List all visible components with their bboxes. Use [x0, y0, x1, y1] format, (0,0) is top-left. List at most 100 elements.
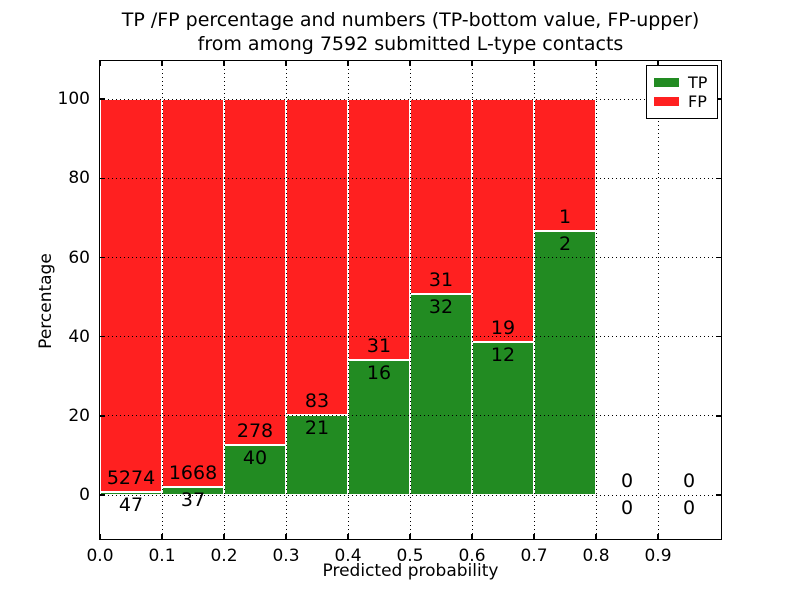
bar-label-fp-5: 31 [428, 268, 454, 291]
y-tick-label-20: 20 [68, 405, 90, 426]
bar-label-fp-6: 19 [490, 316, 516, 339]
x-tick-label-0.1: 0.1 [148, 546, 176, 566]
x-tick-bottom-0.7 [533, 534, 535, 539]
y-tick-label-80: 80 [68, 168, 90, 189]
y-tick-label-60: 60 [68, 247, 90, 268]
gridline-x-0.2 [223, 61, 225, 539]
x-tick-top-0.9 [657, 61, 659, 66]
x-tick-bottom-0.2 [223, 534, 225, 539]
bar-label-tp-1: 37 [180, 488, 206, 511]
y-tick-left-100 [100, 98, 105, 100]
x-tick-top-0.7 [533, 61, 535, 66]
y-tick-left-40 [100, 335, 105, 338]
bar-tp-2 [224, 445, 286, 496]
bar-label-fp-2: 278 [236, 420, 274, 443]
chart-title: TP /FP percentage and numbers (TP-bottom… [110, 8, 711, 56]
x-tick-label-0.6: 0.6 [458, 546, 486, 566]
x-tick-label-0.3: 0.3 [272, 546, 300, 566]
legend-item-fp: FP [654, 93, 707, 110]
y-tick-right-40 [716, 335, 721, 338]
bar-label-tp-7: 2 [558, 233, 572, 256]
bar-label-tp-5: 32 [428, 295, 454, 318]
x-tick-top-0.2 [223, 61, 225, 66]
bar-fp-5 [410, 99, 472, 294]
x-tick-top-0.0 [99, 61, 101, 66]
x-tick-top-0.6 [471, 61, 473, 66]
bar-label-fp-8: 0 [620, 470, 634, 493]
x-tick-label-0.0: 0.0 [86, 546, 114, 566]
bar-label-tp-6: 12 [490, 343, 516, 366]
gridline-x-0.4 [347, 61, 349, 539]
x-tick-bottom-0.4 [347, 534, 349, 539]
bar-fp-6 [472, 99, 534, 342]
plot-area: 5274 47 1668 37 278 40 83 21 31 16 31 32 19 12 1 2 0 0 0 0 0… [58, 60, 722, 566]
y-tick-right-60 [716, 256, 721, 259]
bar-label-tp-8: 0 [620, 497, 634, 520]
y-tick-right-0 [716, 494, 721, 496]
x-tick-bottom-0.1 [161, 534, 163, 539]
y-tick-right-100 [716, 98, 721, 100]
bar-tp-7 [534, 231, 596, 496]
bar-label-fp-1: 1668 [168, 461, 218, 484]
legend-label-fp: FP [688, 91, 707, 111]
gridline-y-80 [100, 177, 721, 179]
bar-label-fp-9: 0 [682, 470, 696, 493]
x-tick-top-0.4 [347, 61, 349, 66]
gridline-y-0 [100, 494, 721, 496]
x-tick-bottom-0.5 [409, 534, 411, 539]
bar-fp-4 [348, 99, 410, 361]
bar-label-tp-4: 16 [366, 362, 392, 385]
y-tick-left-60 [100, 256, 105, 259]
y-tick-label-40: 40 [68, 326, 90, 347]
y-tick-label-100: 100 [57, 89, 90, 110]
x-tick-top-0.8 [595, 61, 597, 66]
bar-label-fp-4: 31 [366, 335, 392, 358]
bar-fp-1 [162, 99, 224, 487]
bar-fp-2 [224, 99, 286, 446]
fp-legend-swatch [654, 97, 679, 106]
x-tick-label-0.5: 0.5 [396, 546, 424, 566]
x-tick-bottom-0.8 [595, 534, 597, 539]
gridline-y-40 [100, 336, 721, 338]
y-tick-left-0 [100, 494, 105, 496]
bar-label-fp-3: 83 [304, 390, 330, 413]
x-tick-label-0.4: 0.4 [334, 546, 362, 566]
x-axis-label: Predicted probability [322, 561, 499, 581]
gridline-y-60 [100, 257, 721, 258]
chart-title-line2: from among 7592 submitted L-type contact… [197, 33, 624, 55]
x-tick-bottom-0.6 [471, 534, 473, 539]
x-tick-label-0.7: 0.7 [520, 546, 548, 566]
chart-title-line1: TP /FP percentage and numbers (TP-bottom… [121, 9, 700, 31]
x-tick-label-0.2: 0.2 [210, 546, 238, 566]
x-tick-bottom-0.0 [99, 534, 101, 539]
x-tick-label-0.9: 0.9 [644, 546, 672, 566]
bar-label-fp-0: 5274 [106, 466, 156, 489]
bar-label-tp-0: 47 [118, 493, 144, 516]
legend-item-tp: TP [654, 74, 707, 91]
gridline-x-0.9 [657, 61, 659, 539]
tp-legend-swatch [654, 78, 679, 87]
gridline-x-0.8 [595, 61, 597, 539]
x-tick-top-0.3 [285, 61, 287, 66]
gridline-x-0.6 [471, 61, 473, 539]
bar-label-tp-2: 40 [242, 447, 268, 470]
y-tick-left-20 [100, 415, 105, 417]
y-tick-right-20 [716, 415, 721, 417]
legend: TP FP [646, 65, 719, 119]
x-tick-bottom-0.9 [657, 534, 659, 539]
bar-label-tp-3: 21 [304, 417, 330, 440]
gridline-x-0.1 [161, 61, 163, 539]
gridline-y-20 [100, 415, 721, 417]
gridline-x-0.3 [285, 61, 287, 539]
x-tick-label-0.8: 0.8 [582, 546, 610, 566]
x-tick-top-0.1 [161, 61, 163, 66]
x-tick-bottom-0.3 [285, 534, 287, 539]
legend-label-tp: TP [688, 72, 708, 92]
bar-tp-5 [410, 293, 472, 496]
bar-fp-0 [100, 99, 162, 492]
gridline-x-0.7 [533, 61, 535, 539]
y-tick-label-0: 0 [79, 485, 90, 506]
x-tick-top-0.5 [409, 61, 411, 66]
y-tick-right-80 [716, 177, 721, 180]
